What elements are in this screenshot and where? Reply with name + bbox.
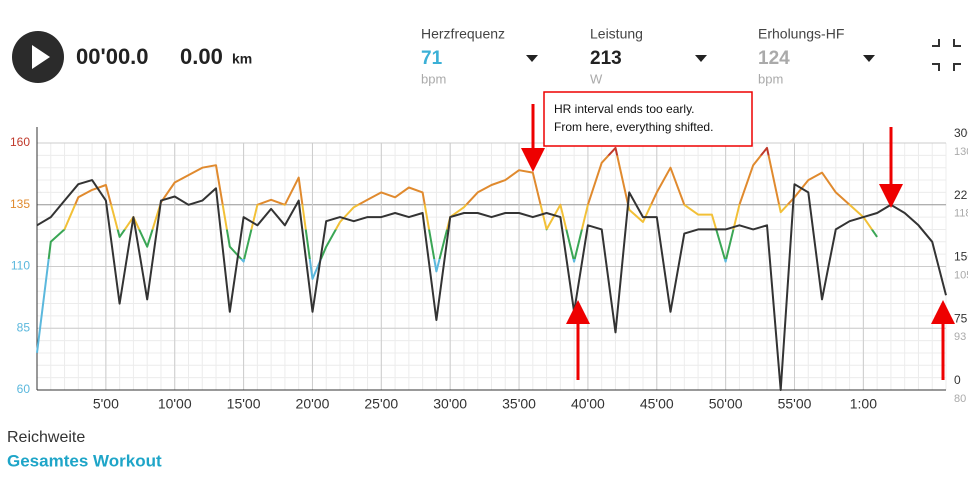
metric-label: Erholungs-HF: [758, 26, 844, 42]
x-tick-label: 5'00: [93, 396, 119, 412]
series-line: [36, 146, 878, 354]
y3-tick-label: 80: [954, 393, 966, 405]
metric-label: Leistung: [590, 26, 643, 42]
metric-unit: W: [590, 71, 603, 86]
y3-tick-label: 105: [954, 269, 968, 281]
x-tick-label: 25'00: [364, 396, 398, 412]
dropdown[interactable]: [863, 55, 875, 62]
distance: 0.00: [180, 44, 223, 69]
y2-tick-label: 225: [954, 188, 968, 202]
y-tick-label: 160: [10, 135, 30, 149]
range-value[interactable]: Gesamtes Workout: [7, 451, 162, 470]
x-tick-label: 15'00: [227, 396, 261, 412]
x-tick-label: 10'00: [158, 396, 192, 412]
x-tick-label: 30'00: [433, 396, 467, 412]
x-tick-label: 40'00: [571, 396, 605, 412]
x-tick-label: 1:00: [850, 396, 877, 412]
y2-tick-label: 0: [954, 373, 961, 387]
x-tick-label: 45'00: [640, 396, 674, 412]
metric-unit: bpm: [758, 71, 783, 86]
metric-unit: bpm: [421, 71, 446, 86]
y-tick-label: 85: [17, 320, 31, 334]
series-line: [36, 179, 947, 391]
y-tick-label: 60: [17, 382, 31, 396]
y2-tick-label: 75: [954, 311, 968, 325]
time: 00'00.0: [76, 44, 149, 69]
y3-tick-label: 130: [954, 146, 968, 158]
y3-tick-label: 93: [954, 331, 966, 343]
y-tick-label: 135: [10, 197, 30, 211]
y2-tick-label: 300: [954, 126, 968, 140]
expand-icon[interactable]: [932, 39, 961, 71]
annotation-line: HR interval ends too early.: [554, 102, 695, 116]
x-tick-label: 20'00: [296, 396, 330, 412]
annotation-line: From here, everything shifted.: [554, 120, 713, 134]
x-tick-label: 50'00: [709, 396, 743, 412]
annotation-box: [543, 91, 753, 147]
x-tick-label: 55'00: [778, 396, 812, 412]
y-tick-label: 110: [11, 259, 30, 273]
x-tick-label: 35'00: [502, 396, 536, 412]
distance-unit: km: [232, 51, 252, 67]
y3-tick-label: 118: [954, 208, 968, 220]
dropdown[interactable]: [526, 55, 538, 62]
metric-value: 71: [421, 48, 443, 69]
dropdown[interactable]: [695, 55, 707, 62]
metric-label: Herzfrequenz: [421, 26, 505, 42]
range-label: Reichweite: [7, 429, 85, 446]
y2-tick-label: 150: [954, 250, 968, 264]
metric-value: 124: [758, 48, 790, 69]
metric-value: 213: [590, 48, 622, 69]
